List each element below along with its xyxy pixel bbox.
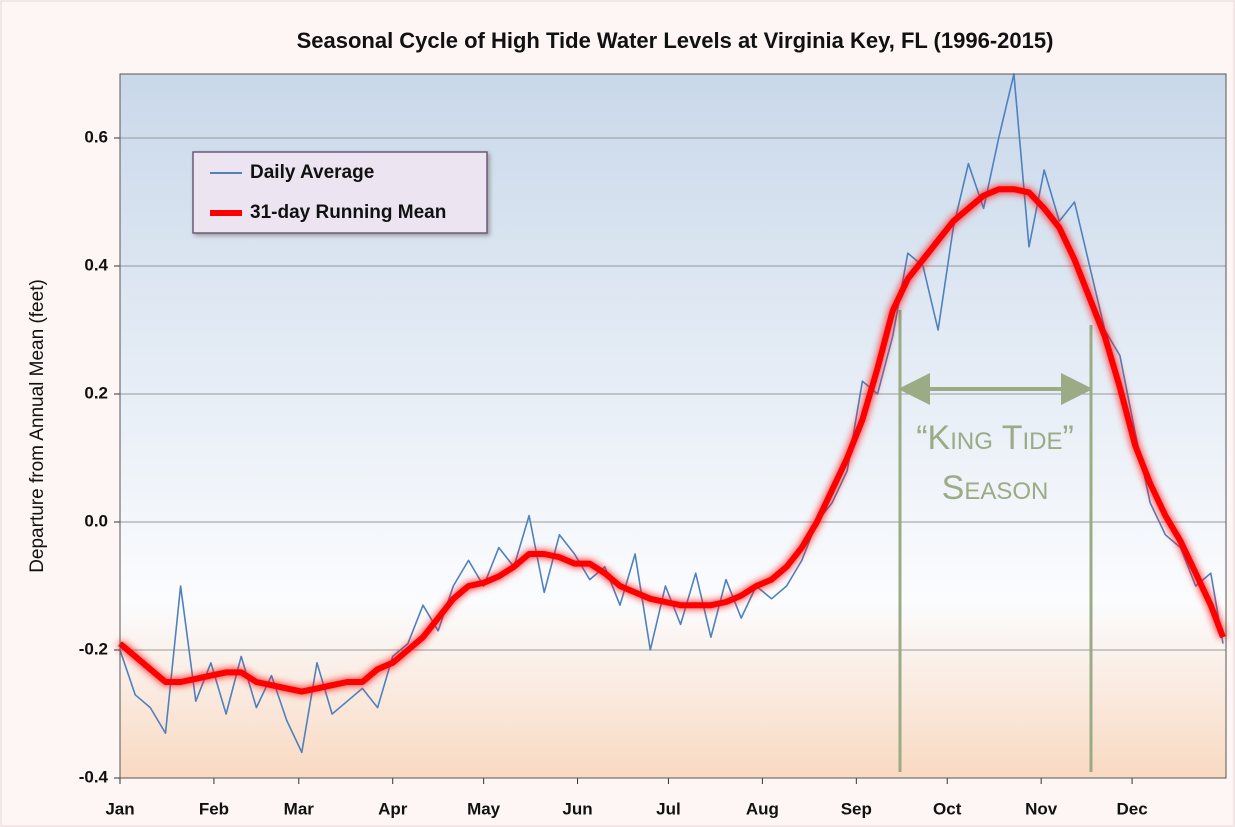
x-tick-label: Mar xyxy=(284,799,315,818)
x-tick-label: Feb xyxy=(199,799,229,818)
y-tick-label: 0.2 xyxy=(84,383,108,402)
series-line xyxy=(118,186,1226,695)
chart-title: Seasonal Cycle of High Tide Water Levels… xyxy=(297,28,1054,53)
annotation-text: “King Tide” xyxy=(916,419,1074,457)
x-tick-label: Jul xyxy=(656,799,681,818)
annotation-text: Season xyxy=(942,469,1049,507)
x-tick-label: Dec xyxy=(1116,799,1147,818)
y-tick-label: 0.0 xyxy=(84,511,108,530)
x-tick-label: May xyxy=(467,799,501,818)
y-axis-label: Departure from Annual Mean (feet) xyxy=(27,279,48,573)
x-tick-label: Oct xyxy=(933,799,962,818)
legend-label: Daily Average xyxy=(250,162,374,183)
x-tick-label: Jan xyxy=(105,799,134,818)
x-tick-label: Nov xyxy=(1025,799,1058,818)
y-tick-label: 0.6 xyxy=(84,127,108,146)
legend-box xyxy=(192,151,488,234)
x-tick-label: Jun xyxy=(562,799,592,818)
x-tick-label: Sep xyxy=(841,799,872,818)
plot-area xyxy=(119,73,1227,779)
y-tick-label: 0.4 xyxy=(84,255,108,274)
legend-label: 31-day Running Mean xyxy=(250,202,446,223)
y-tick-label: -0.4 xyxy=(79,767,109,786)
x-tick-label: Apr xyxy=(378,799,408,818)
x-tick-label: Aug xyxy=(746,799,779,818)
y-tick-label: -0.2 xyxy=(79,639,108,658)
